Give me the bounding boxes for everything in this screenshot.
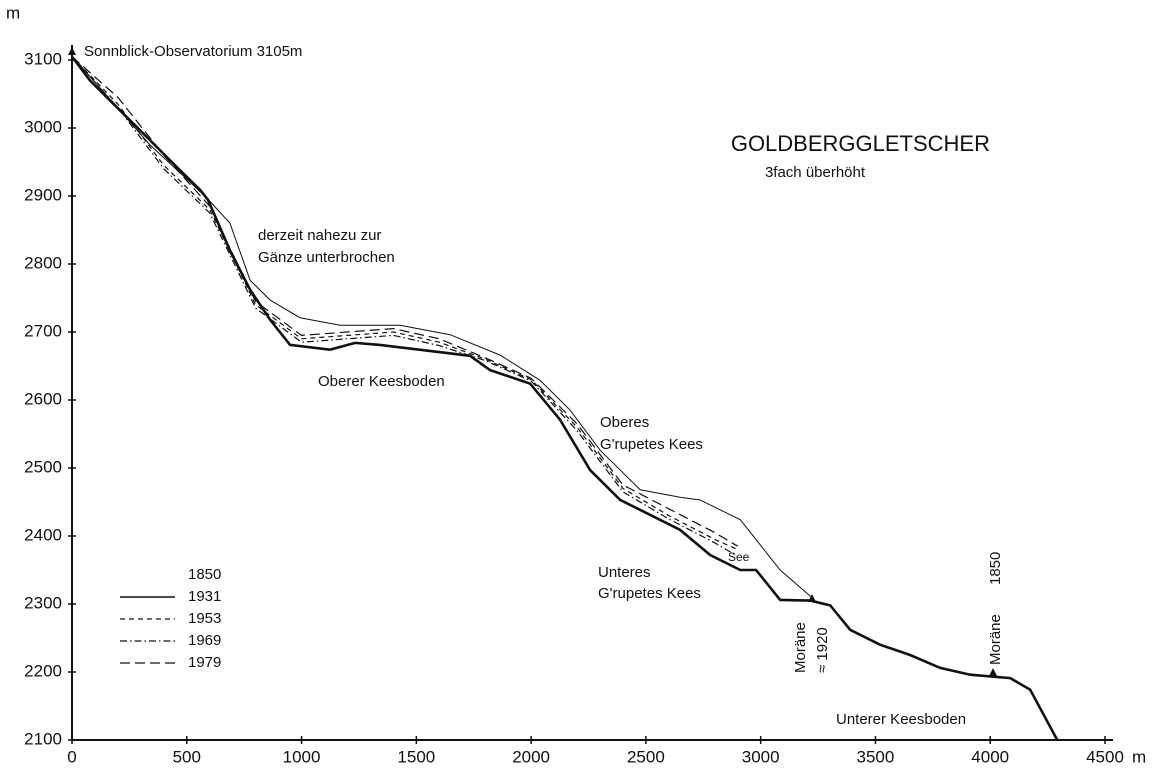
annotation: Sonnblick-Observatorium 3105m bbox=[84, 43, 302, 60]
annotation: Unteres bbox=[598, 564, 651, 581]
x-tick-label: 2500 bbox=[627, 747, 665, 766]
y-tick-label: 2500 bbox=[24, 457, 62, 476]
y-tick-label: 2800 bbox=[24, 253, 62, 272]
y-tick-label: 3100 bbox=[24, 49, 62, 68]
legend-label: 1979 bbox=[188, 654, 221, 671]
y-tick-label: 2200 bbox=[24, 661, 62, 680]
x-tick-label: 4000 bbox=[971, 747, 1009, 766]
x-tick-label: 1500 bbox=[397, 747, 435, 766]
y-tick-label: 3000 bbox=[24, 117, 62, 136]
series-line bbox=[70, 55, 1059, 741]
x-tick-label: 1000 bbox=[283, 747, 321, 766]
annotation: Moräne bbox=[792, 622, 809, 673]
annotation: Gänze unterbrochen bbox=[258, 249, 395, 266]
x-tick-label: 3500 bbox=[857, 747, 895, 766]
annotation: G'rupetes Kees bbox=[598, 585, 701, 602]
x-tick-label: 4500 bbox=[1086, 747, 1124, 766]
series-line bbox=[71, 56, 738, 551]
chart-title: GOLDBERGGLETSCHER bbox=[731, 131, 990, 156]
x-tick-label: 500 bbox=[173, 747, 201, 766]
y-tick-label: 2700 bbox=[24, 321, 62, 340]
annotation: Oberer Keesboden bbox=[318, 373, 445, 390]
y-tick-label: 2600 bbox=[24, 389, 62, 408]
series-line bbox=[71, 56, 813, 599]
y-tick-label: 2900 bbox=[24, 185, 62, 204]
y-axis-label: m bbox=[6, 3, 20, 22]
legend-label: 1931 bbox=[188, 588, 221, 605]
annotation: See bbox=[728, 550, 750, 564]
chart-subtitle: 3fach überhöht bbox=[765, 164, 866, 181]
x-axis-label: m bbox=[1132, 747, 1146, 766]
y-tick-label: 2100 bbox=[24, 729, 62, 748]
annotation: ≈ 1920 bbox=[814, 627, 831, 673]
legend-label: 1850 bbox=[188, 566, 221, 583]
legend-label: 1969 bbox=[188, 632, 221, 649]
annotation: Unterer Keesboden bbox=[836, 711, 966, 728]
annotation: Oberes bbox=[600, 414, 649, 431]
annotation: 1850 bbox=[987, 552, 1004, 585]
annotation: G'rupetes Kees bbox=[600, 436, 703, 453]
x-tick-label: 0 bbox=[67, 747, 76, 766]
marker bbox=[68, 47, 76, 55]
marker bbox=[808, 594, 816, 602]
annotation: derzeit nahezu zur bbox=[258, 227, 381, 244]
marker bbox=[989, 668, 997, 676]
series-line bbox=[71, 56, 739, 557]
series-line bbox=[71, 56, 739, 547]
legend-label: 1953 bbox=[188, 610, 221, 627]
y-tick-label: 2400 bbox=[24, 525, 62, 544]
x-tick-label: 3000 bbox=[742, 747, 780, 766]
annotation: Moräne bbox=[987, 614, 1004, 665]
y-tick-label: 2300 bbox=[24, 593, 62, 612]
x-tick-label: 2000 bbox=[512, 747, 550, 766]
